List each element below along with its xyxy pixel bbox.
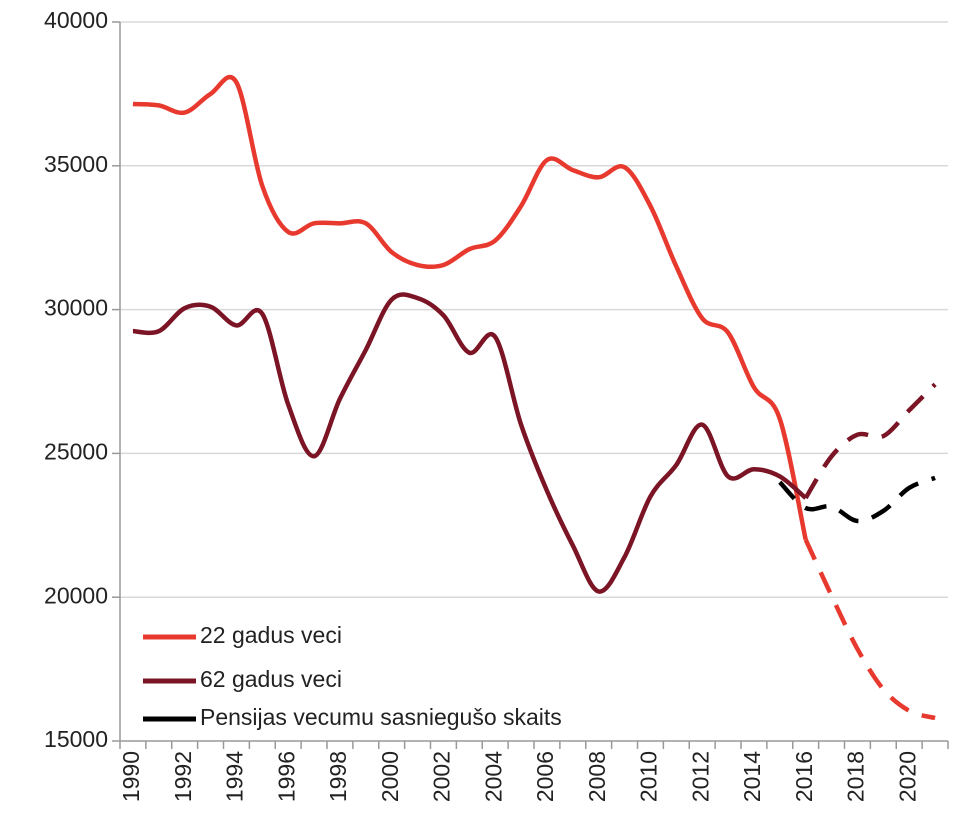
x-tick-label: 2020: [894, 751, 920, 802]
legend-label: Pensijas vecumu sasniegušo skaits: [200, 704, 562, 730]
x-tick-label: 2004: [480, 751, 506, 802]
x-tick-label: 2018: [843, 751, 869, 802]
y-tick-label: 20000: [44, 582, 108, 608]
line: [132, 292, 808, 594]
y-tick-label: 40000: [44, 7, 108, 33]
x-tick-label: 2002: [429, 751, 455, 802]
x-tick-label: 2006: [532, 751, 558, 802]
line: [778, 475, 936, 524]
x-tick-label: 2010: [636, 751, 662, 802]
x-tick-label: 1992: [170, 751, 196, 802]
x-tick-label: 2008: [584, 751, 610, 802]
legend-label: 62 gadus veci: [200, 666, 342, 692]
y-tick-label: 35000: [44, 151, 108, 177]
x-tick-label: 2000: [377, 751, 403, 802]
legend-label: 22 gadus veci: [200, 622, 342, 648]
x-tick-label: 1994: [222, 751, 248, 802]
x-tick-label: 1990: [118, 751, 144, 802]
y-tick-label: 15000: [44, 726, 108, 752]
y-tick-label: 25000: [44, 438, 108, 464]
x-tick-label: 2016: [791, 751, 817, 802]
line: [803, 538, 936, 721]
x-tick-label: 2014: [739, 751, 765, 802]
x-tick-label: 2012: [687, 751, 713, 802]
x-tick-label: 1996: [273, 751, 299, 802]
line: [803, 382, 937, 500]
line: [132, 74, 808, 541]
y-tick-label: 30000: [44, 295, 108, 321]
x-tick-label: 1998: [325, 751, 351, 802]
